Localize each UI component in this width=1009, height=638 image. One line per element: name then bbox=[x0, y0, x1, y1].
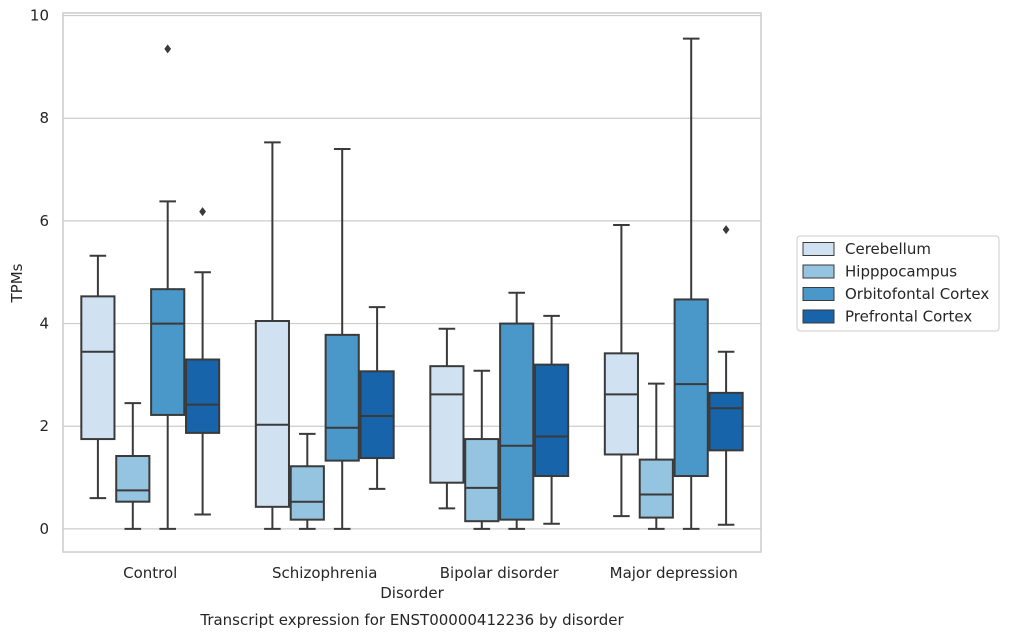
box bbox=[289, 432, 325, 530]
box-iqr bbox=[499, 322, 535, 521]
box bbox=[185, 207, 221, 516]
legend-swatch bbox=[802, 264, 835, 279]
box-iqr bbox=[673, 298, 709, 478]
y-tick-label: 10 bbox=[30, 7, 49, 25]
legend-swatch bbox=[802, 242, 835, 256]
box bbox=[708, 225, 744, 526]
box bbox=[638, 382, 674, 530]
x-axis-ticks: Control Schizophrenia Bipolar disorder Majo… bbox=[123, 564, 738, 582]
plot-frame bbox=[62, 12, 762, 553]
box bbox=[534, 314, 570, 525]
legend-frame bbox=[796, 235, 1000, 332]
legend: Cerebellum Hipppocampus Orbitofontal Corte… bbox=[796, 235, 1000, 332]
legend-label: Hipppocampus bbox=[845, 263, 957, 281]
x-axis-label: Disorder bbox=[380, 584, 444, 602]
box-iqr bbox=[638, 458, 674, 519]
y-axis-label: TPMs bbox=[8, 263, 26, 303]
y-tick-label: 2 bbox=[39, 417, 49, 435]
box bbox=[115, 402, 151, 530]
box bbox=[150, 44, 186, 530]
figure-caption: Transcript expression for ENST0000041223… bbox=[199, 611, 624, 629]
box bbox=[464, 369, 500, 530]
box-iqr bbox=[603, 352, 639, 456]
box bbox=[254, 141, 290, 530]
y-tick-label: 6 bbox=[39, 212, 49, 230]
y-axis-ticks: 0 2 4 6 8 10 bbox=[30, 7, 49, 538]
y-tick-label: 0 bbox=[39, 520, 49, 538]
box-iqr bbox=[324, 333, 360, 462]
x-tick-label: Bipolar disorder bbox=[440, 564, 560, 582]
box-iqr bbox=[115, 455, 151, 503]
box-iqr bbox=[534, 363, 570, 478]
box bbox=[603, 224, 639, 518]
x-tick-label: Control bbox=[123, 564, 177, 582]
box-iqr bbox=[289, 465, 325, 521]
box bbox=[324, 148, 360, 530]
box-iqr bbox=[185, 358, 221, 434]
legend-label: Prefrontal Cortex bbox=[845, 308, 972, 326]
outlier-point bbox=[199, 207, 206, 217]
box-iqr bbox=[80, 295, 116, 441]
box-iqr bbox=[150, 288, 186, 416]
y-tick-label: 4 bbox=[39, 315, 49, 333]
box-iqr bbox=[708, 391, 744, 452]
box-iqr bbox=[254, 320, 290, 508]
box-iqr bbox=[464, 438, 500, 523]
box-iqr bbox=[429, 365, 465, 484]
legend-swatch bbox=[802, 309, 835, 324]
box bbox=[429, 327, 465, 510]
box bbox=[499, 291, 535, 530]
legend-label: Cerebellum bbox=[845, 240, 931, 258]
outlier-point bbox=[164, 44, 172, 54]
legend-label: Orbitofontal Cortex bbox=[845, 285, 989, 303]
legend-swatch bbox=[802, 287, 835, 301]
box bbox=[359, 306, 395, 490]
box-series bbox=[80, 37, 744, 530]
y-tick-label: 8 bbox=[39, 109, 49, 127]
box-iqr bbox=[359, 370, 395, 460]
outlier-point bbox=[722, 225, 730, 235]
x-tick-label: Major depression bbox=[610, 564, 738, 582]
box bbox=[80, 254, 116, 500]
x-tick-label: Schizophrenia bbox=[272, 564, 377, 582]
box bbox=[673, 37, 709, 530]
